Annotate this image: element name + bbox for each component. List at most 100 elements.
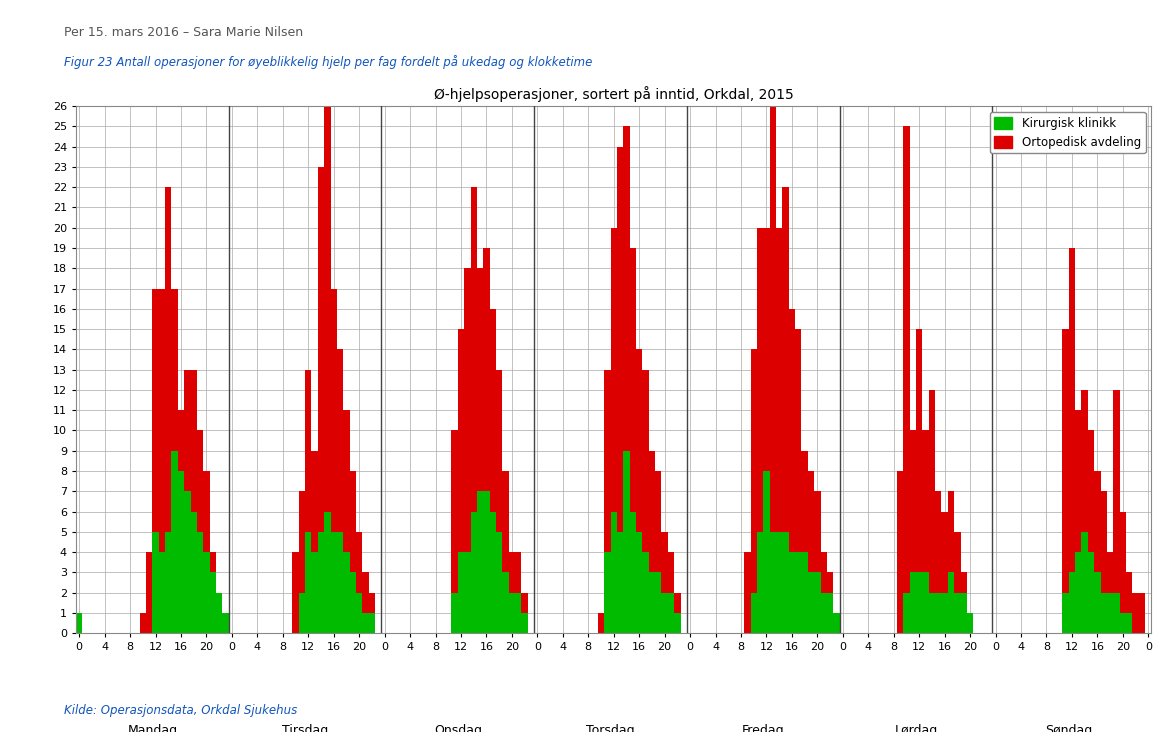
Bar [808,572,814,633]
Bar [675,613,680,633]
Bar [1113,593,1120,633]
Bar [1120,512,1126,613]
Bar [617,532,623,633]
Bar [948,572,954,633]
Bar [617,146,623,532]
Bar [1126,613,1133,633]
Bar [1133,593,1139,633]
Bar [802,552,808,633]
Bar [782,187,789,532]
Bar [477,491,483,633]
Bar [776,228,782,532]
Bar [165,532,172,633]
Bar [1100,593,1107,633]
Bar [503,471,509,572]
Bar [324,66,331,512]
Bar [318,532,324,633]
Bar [776,532,782,633]
Bar [165,187,172,532]
Bar [324,512,331,633]
Bar [763,228,769,471]
Bar [826,593,833,633]
Bar [299,491,305,593]
Bar [318,167,324,532]
Bar [305,370,311,532]
Bar [1063,593,1068,633]
Bar [1100,491,1107,593]
Text: Figur 23 Antall operasjoner for øyeblikkelig hjelp per fag fordelt på ukedag og : Figur 23 Antall operasjoner for øyeblikk… [64,55,593,69]
Bar [928,593,935,633]
Bar [139,613,146,633]
Bar [496,370,503,532]
Bar [172,451,178,633]
Bar [152,288,159,532]
Bar [782,532,789,633]
Title: Ø-hjelpsoperasjoner, sortert på inntid, Orkdal, 2015: Ø-hjelpsoperasjoner, sortert på inntid, … [434,86,794,102]
Bar [1068,248,1075,572]
Bar [146,552,152,633]
Bar [623,127,630,451]
Bar [471,187,477,512]
Bar [1081,390,1088,532]
Bar [464,552,471,633]
Bar [350,572,357,633]
Bar [756,532,763,633]
Bar [483,491,490,633]
Legend: Kirurgisk klinikk, Ortopedisk avdeling: Kirurgisk klinikk, Ortopedisk avdeling [990,112,1146,154]
Bar [496,532,503,633]
Bar [821,552,826,593]
Bar [1063,329,1068,593]
Bar [904,127,909,593]
Bar [922,430,928,572]
Bar [458,552,464,633]
Bar [299,593,305,633]
Bar [357,593,362,633]
Bar [763,471,769,633]
Bar [357,532,362,593]
Bar [948,491,954,572]
Bar [636,532,642,633]
Bar [203,552,209,633]
Bar [509,593,516,633]
Bar [209,552,216,572]
Bar [344,410,350,552]
Bar [1088,552,1094,633]
Bar [1120,613,1126,633]
Bar [185,370,191,491]
Bar [789,309,795,552]
Text: Per 15. mars 2016 – Sara Marie Nilsen: Per 15. mars 2016 – Sara Marie Nilsen [64,26,304,39]
Bar [368,593,375,613]
Bar [789,552,795,633]
Bar [311,552,318,633]
Text: Mandag: Mandag [127,725,178,732]
Bar [814,572,821,633]
Bar [909,430,916,572]
Bar [604,370,610,552]
Bar [630,248,636,512]
Bar [152,532,159,633]
Bar [458,329,464,552]
Text: Tirsdag: Tirsdag [282,725,328,732]
Bar [490,512,496,633]
Bar [935,593,941,633]
Text: Lørdag: Lørdag [894,725,938,732]
Bar [362,613,368,633]
Bar [922,572,928,633]
Bar [610,228,617,512]
Bar [516,593,521,633]
Bar [1107,552,1113,593]
Bar [642,370,649,552]
Bar [941,593,948,633]
Bar [292,552,299,633]
Bar [675,593,680,613]
Text: Søndag: Søndag [1045,725,1092,732]
Bar [191,512,196,633]
Bar [904,593,909,633]
Bar [909,572,916,633]
Bar [610,512,617,633]
Bar [362,572,368,613]
Bar [795,329,802,552]
Bar [954,593,961,633]
Bar [490,309,496,512]
Bar [623,451,630,633]
